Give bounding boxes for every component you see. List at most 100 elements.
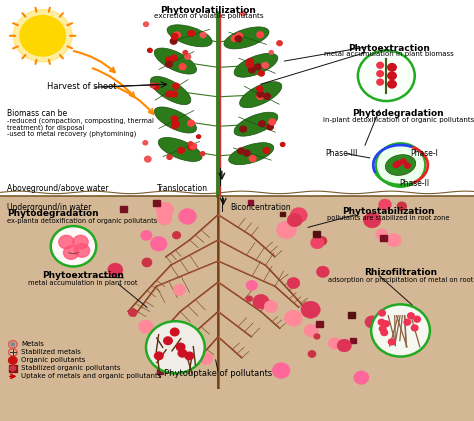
- Circle shape: [388, 72, 396, 80]
- Circle shape: [180, 332, 187, 338]
- Circle shape: [173, 121, 180, 127]
- Circle shape: [287, 213, 302, 227]
- Circle shape: [317, 266, 329, 277]
- Circle shape: [11, 343, 15, 346]
- Circle shape: [235, 36, 242, 42]
- Bar: [120, 206, 127, 212]
- Text: Stabilized metals: Stabilized metals: [21, 349, 81, 355]
- Circle shape: [73, 235, 88, 249]
- Circle shape: [171, 116, 178, 122]
- Circle shape: [386, 234, 401, 247]
- Circle shape: [269, 51, 273, 54]
- Circle shape: [157, 212, 172, 225]
- Circle shape: [10, 366, 16, 371]
- Circle shape: [328, 338, 342, 349]
- Text: metal accumulation in plant biomass: metal accumulation in plant biomass: [324, 51, 454, 57]
- Circle shape: [51, 226, 96, 266]
- Text: Phytovolatilization: Phytovolatilization: [161, 6, 256, 15]
- Circle shape: [310, 237, 324, 249]
- Circle shape: [248, 67, 255, 73]
- Text: Translocation: Translocation: [157, 184, 208, 193]
- Circle shape: [188, 120, 194, 126]
- Ellipse shape: [158, 138, 202, 161]
- Circle shape: [377, 62, 383, 68]
- Circle shape: [165, 57, 172, 63]
- Bar: [350, 338, 356, 343]
- Circle shape: [153, 83, 159, 89]
- Circle shape: [244, 150, 250, 156]
- Text: Metals: Metals: [21, 341, 44, 347]
- Circle shape: [276, 221, 296, 239]
- Circle shape: [287, 277, 300, 289]
- Text: Biconcentration: Biconcentration: [230, 203, 291, 212]
- Text: Phase-III: Phase-III: [325, 149, 357, 158]
- Circle shape: [258, 92, 264, 98]
- Text: -reduced (compaction, composting, thermal: -reduced (compaction, composting, therma…: [7, 118, 154, 125]
- Circle shape: [170, 38, 177, 44]
- Circle shape: [405, 163, 410, 168]
- Circle shape: [246, 280, 257, 290]
- Text: Phytouptake of pollutants: Phytouptake of pollutants: [164, 369, 272, 378]
- Circle shape: [188, 144, 195, 150]
- Text: Phytostabilization: Phytostabilization: [342, 207, 435, 216]
- Circle shape: [145, 156, 151, 162]
- Circle shape: [272, 362, 290, 378]
- Ellipse shape: [150, 77, 191, 104]
- Circle shape: [108, 263, 123, 277]
- Circle shape: [74, 244, 90, 257]
- Circle shape: [257, 32, 264, 38]
- Ellipse shape: [228, 143, 274, 165]
- Text: ex-planta detoxification of organic pollutants: ex-planta detoxification of organic poll…: [7, 218, 157, 224]
- Circle shape: [188, 144, 195, 149]
- Circle shape: [381, 330, 388, 336]
- Text: Harvest of shoot: Harvest of shoot: [47, 82, 117, 91]
- Text: Phase-I: Phase-I: [410, 149, 438, 158]
- Circle shape: [246, 296, 252, 301]
- Circle shape: [9, 357, 17, 364]
- Circle shape: [337, 339, 352, 352]
- Circle shape: [314, 334, 320, 339]
- Circle shape: [155, 352, 163, 360]
- Circle shape: [318, 237, 327, 245]
- Ellipse shape: [239, 82, 282, 108]
- Circle shape: [241, 11, 246, 16]
- Circle shape: [255, 64, 261, 70]
- Ellipse shape: [224, 27, 269, 49]
- Text: Organic pollutants: Organic pollutants: [21, 357, 86, 363]
- Circle shape: [150, 236, 167, 251]
- Circle shape: [197, 135, 201, 139]
- Text: pollutants are stabilized in root zone: pollutants are stabilized in root zone: [328, 216, 450, 221]
- Circle shape: [147, 48, 152, 52]
- Circle shape: [171, 328, 179, 336]
- Circle shape: [364, 213, 381, 228]
- Circle shape: [172, 123, 178, 128]
- Circle shape: [388, 80, 396, 88]
- Circle shape: [185, 352, 193, 360]
- Circle shape: [397, 202, 406, 210]
- Text: Aboveground/above water: Aboveground/above water: [7, 184, 109, 193]
- Circle shape: [231, 35, 238, 41]
- Bar: [313, 231, 320, 237]
- Circle shape: [201, 152, 205, 156]
- Circle shape: [376, 229, 388, 240]
- Circle shape: [179, 208, 196, 224]
- Circle shape: [408, 313, 414, 319]
- Text: Underground/in water: Underground/in water: [7, 203, 91, 212]
- Circle shape: [200, 32, 206, 37]
- Circle shape: [365, 316, 379, 328]
- Circle shape: [383, 321, 389, 327]
- Circle shape: [249, 155, 256, 161]
- Circle shape: [143, 141, 148, 145]
- Text: Phytodegradation: Phytodegradation: [7, 209, 99, 218]
- Circle shape: [304, 324, 318, 337]
- Text: Stabilized organic pollutants: Stabilized organic pollutants: [21, 365, 121, 371]
- Circle shape: [354, 371, 369, 384]
- Circle shape: [258, 71, 264, 76]
- Circle shape: [257, 93, 264, 99]
- Circle shape: [165, 61, 172, 67]
- Circle shape: [237, 148, 244, 154]
- Circle shape: [281, 143, 285, 147]
- Circle shape: [247, 59, 254, 64]
- Text: Biomass can be: Biomass can be: [7, 109, 67, 118]
- Circle shape: [377, 79, 383, 85]
